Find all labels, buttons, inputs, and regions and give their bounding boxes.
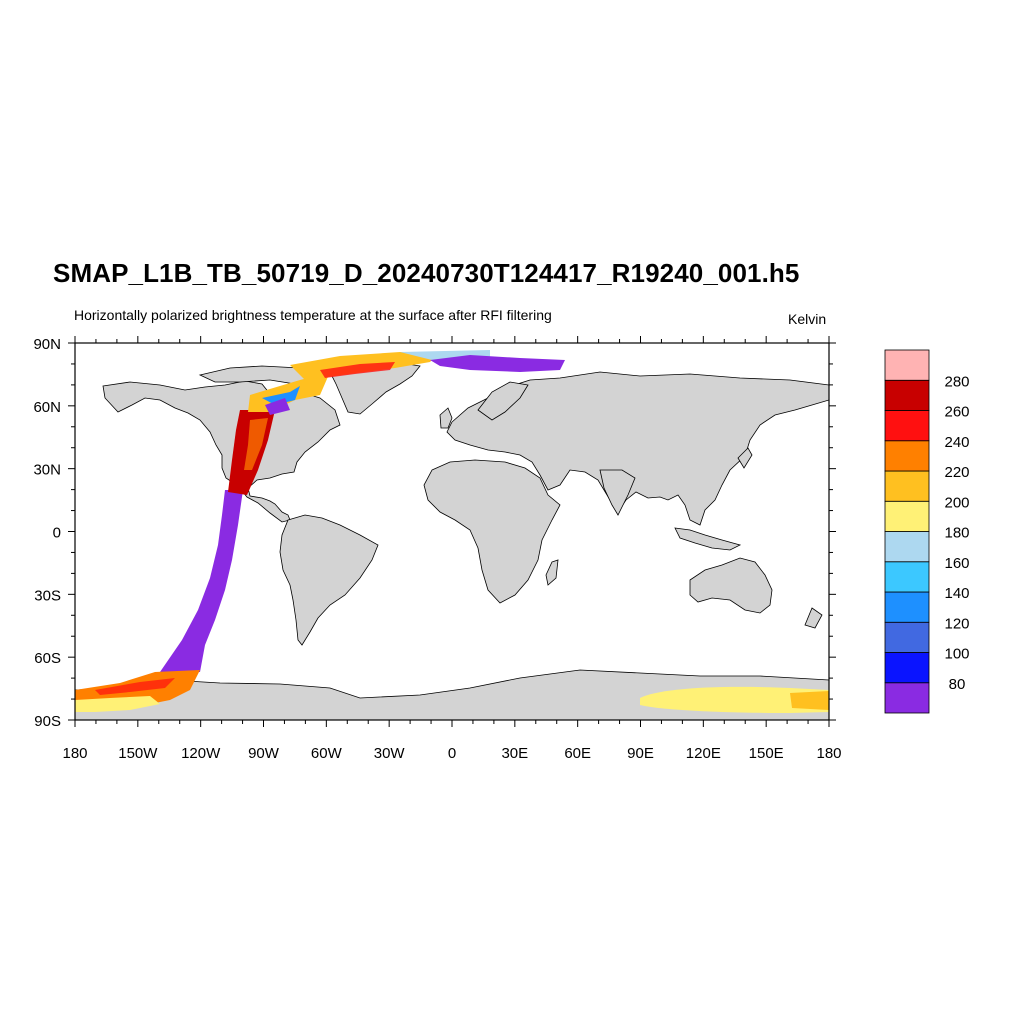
land-new-zealand [804, 607, 823, 629]
swath-purple-south [160, 490, 243, 672]
colorbar-swatch [884, 652, 930, 684]
lon-tick-label: 0 [448, 745, 456, 762]
units-label: Kelvin [788, 311, 827, 327]
swath-data [75, 350, 829, 713]
lat-tick-label: 90S [34, 713, 61, 730]
lon-tick-label: 120E [686, 745, 721, 762]
colorbar-swatch [884, 410, 930, 442]
lat-tick-label: 30N [33, 462, 61, 479]
colorbar-label: 160 [944, 555, 969, 572]
lat-tick-label: 60N [33, 399, 61, 416]
swath-antarctic-yellow [75, 696, 160, 712]
colorbar-label: 180 [944, 525, 969, 542]
lon-tick-label: 180 [62, 745, 87, 762]
swath-arctic-purple [430, 355, 565, 372]
swath-canada-mixed [248, 372, 330, 412]
land-madagascar [545, 559, 559, 586]
map-subtitle: Horizontally polarized brightness temper… [74, 307, 552, 323]
swath-east-antarctic [640, 686, 829, 713]
colorbar-label: 200 [944, 494, 969, 511]
colorbar-swatch [884, 379, 930, 411]
colorbar-label: 260 [944, 404, 969, 421]
lon-tick-label: 60E [564, 745, 591, 762]
colorbar-label: 280 [944, 373, 969, 390]
colorbar-swatch [884, 621, 930, 653]
land-japan [737, 447, 753, 469]
swath-east-antarctic-warm [790, 691, 829, 710]
colorbar: 80 100 120 140 160 180 200 220 240 260 280 [884, 349, 970, 714]
land-india [599, 469, 636, 516]
land-masses [75, 361, 829, 720]
land-scandinavia [477, 381, 529, 421]
colorbar-swatch [884, 349, 930, 381]
land-antarctica [75, 669, 829, 720]
swath-hudson-purple [265, 398, 290, 415]
swath-arctic-red [320, 362, 395, 378]
swath-north-america-orange [244, 418, 268, 470]
swath-canada-blue [262, 386, 300, 405]
colorbar-label: 120 [944, 615, 969, 632]
axis-tick-labels: 180 150W 120W 90W 60W 30W 0 30E 60E 90E 120E 150E 18… [33, 336, 841, 762]
swath-antarctic-red [95, 678, 175, 695]
land-australia [689, 557, 773, 614]
lon-tick-label: 180 [816, 745, 841, 762]
colorbar-label: 80 [949, 676, 966, 693]
colorbar-label: 100 [944, 646, 969, 663]
land-indonesia [674, 527, 742, 551]
lat-tick-label: 90N [33, 336, 61, 353]
colorbar-label: 220 [944, 464, 969, 481]
lon-tick-label: 90E [627, 745, 654, 762]
colorbar-swatch [884, 531, 930, 563]
colorbar-swatch [884, 440, 930, 472]
colorbar-swatch [884, 470, 930, 502]
lon-tick-label: 120W [181, 745, 221, 762]
lon-tick-label: 90W [248, 745, 280, 762]
lon-tick-label: 60W [311, 745, 343, 762]
map-title: SMAP_L1B_TB_50719_D_20240730T124417_R192… [53, 258, 800, 288]
land-south-america [279, 514, 379, 646]
lon-tick-label: 150W [118, 745, 158, 762]
colorbar-label: 240 [944, 434, 969, 451]
lon-tick-label: 30E [501, 745, 528, 762]
lat-tick-label: 30S [34, 587, 61, 604]
lon-tick-label: 150E [749, 745, 784, 762]
colorbar-swatch [884, 561, 930, 593]
land-africa [423, 459, 561, 604]
colorbar-swatch [884, 500, 930, 532]
colorbar-swatch [884, 682, 930, 714]
axis-ticks [68, 336, 836, 727]
lat-tick-label: 0 [53, 525, 61, 542]
colorbar-label: 140 [944, 585, 969, 602]
lon-tick-label: 30W [374, 745, 406, 762]
land-british-isles [439, 407, 453, 429]
lat-tick-label: 60S [34, 650, 61, 667]
land-eurasia [446, 371, 829, 526]
colorbar-swatch [884, 591, 930, 623]
